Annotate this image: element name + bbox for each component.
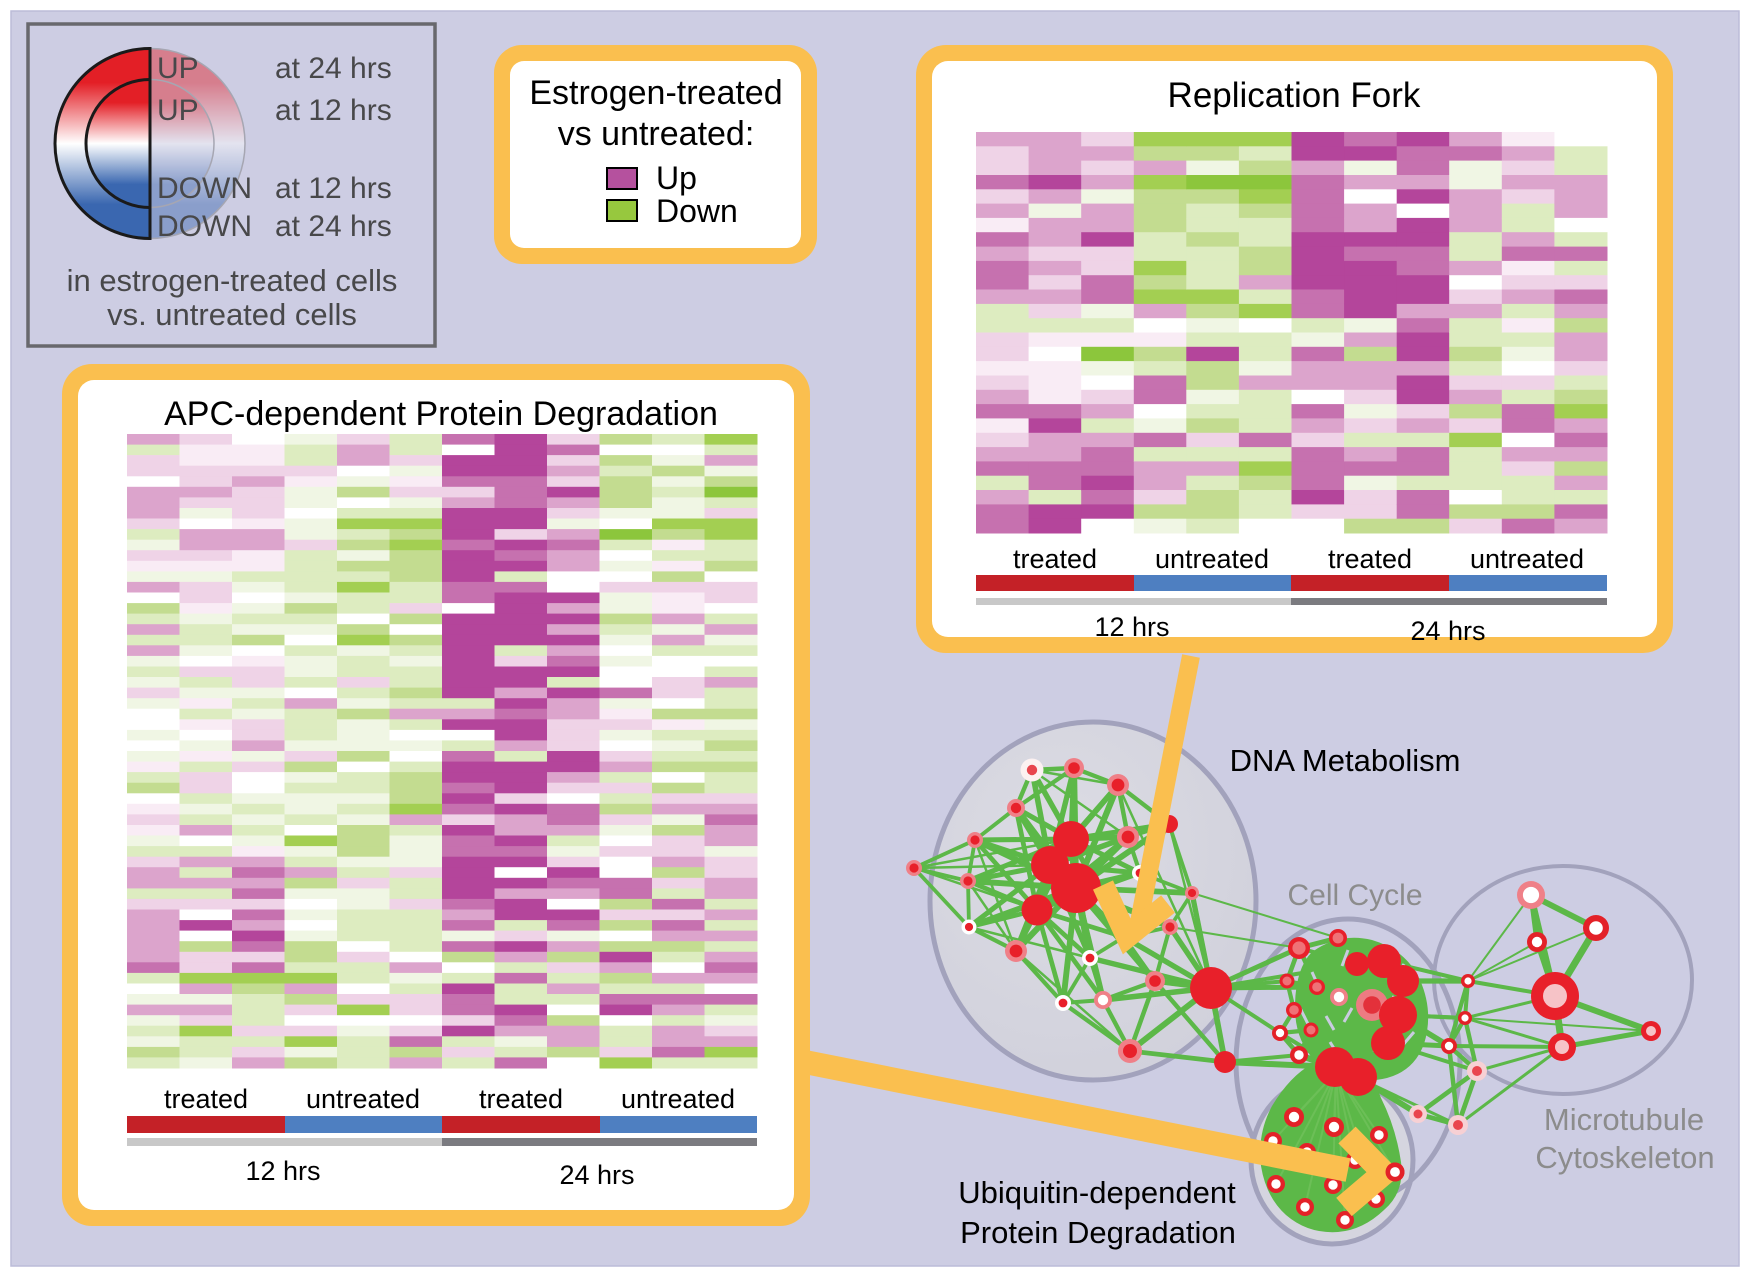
svg-text:12 hrs: 12 hrs [245, 1156, 320, 1186]
svg-text:UP: UP [157, 52, 199, 85]
svg-text:at 12 hrs: at 12 hrs [275, 94, 392, 127]
svg-text:12 hrs: 12 hrs [1094, 612, 1169, 642]
svg-text:Cell Cycle: Cell Cycle [1287, 879, 1422, 912]
svg-text:vs untreated:: vs untreated: [558, 115, 755, 153]
svg-text:DOWN: DOWN [157, 210, 252, 243]
svg-text:at 24 hrs: at 24 hrs [275, 52, 392, 85]
svg-text:Ubiquitin-dependent: Ubiquitin-dependent [958, 1175, 1236, 1210]
svg-text:Replication Fork: Replication Fork [1168, 76, 1421, 115]
svg-text:Cytoskeleton: Cytoskeleton [1535, 1140, 1714, 1175]
svg-text:in estrogen-treated cells: in estrogen-treated cells [67, 263, 398, 298]
svg-text:at 24 hrs: at 24 hrs [275, 210, 392, 243]
svg-text:treated: treated [1328, 544, 1412, 574]
svg-text:DOWN: DOWN [157, 172, 252, 205]
svg-text:Protein Degradation: Protein Degradation [960, 1215, 1236, 1250]
svg-text:Down: Down [656, 193, 738, 229]
svg-text:Estrogen-treated: Estrogen-treated [529, 74, 782, 112]
svg-text:Up: Up [656, 160, 697, 196]
svg-text:UP: UP [157, 94, 199, 127]
svg-text:24 hrs: 24 hrs [559, 1160, 634, 1190]
svg-text:untreated: untreated [1155, 544, 1269, 574]
svg-text:treated: treated [479, 1084, 563, 1114]
svg-text:treated: treated [164, 1084, 248, 1114]
svg-text:DNA Metabolism: DNA Metabolism [1230, 743, 1461, 778]
svg-text:untreated: untreated [306, 1084, 420, 1114]
svg-text:Microtubule: Microtubule [1544, 1102, 1704, 1137]
svg-text:untreated: untreated [621, 1084, 735, 1114]
svg-text:APC-dependent Protein Degradat: APC-dependent Protein Degradation [164, 395, 718, 433]
svg-text:treated: treated [1013, 544, 1097, 574]
svg-text:24 hrs: 24 hrs [1410, 616, 1485, 646]
svg-text:at 12 hrs: at 12 hrs [275, 172, 392, 205]
svg-text:vs. untreated cells: vs. untreated cells [107, 297, 357, 332]
svg-text:untreated: untreated [1470, 544, 1584, 574]
